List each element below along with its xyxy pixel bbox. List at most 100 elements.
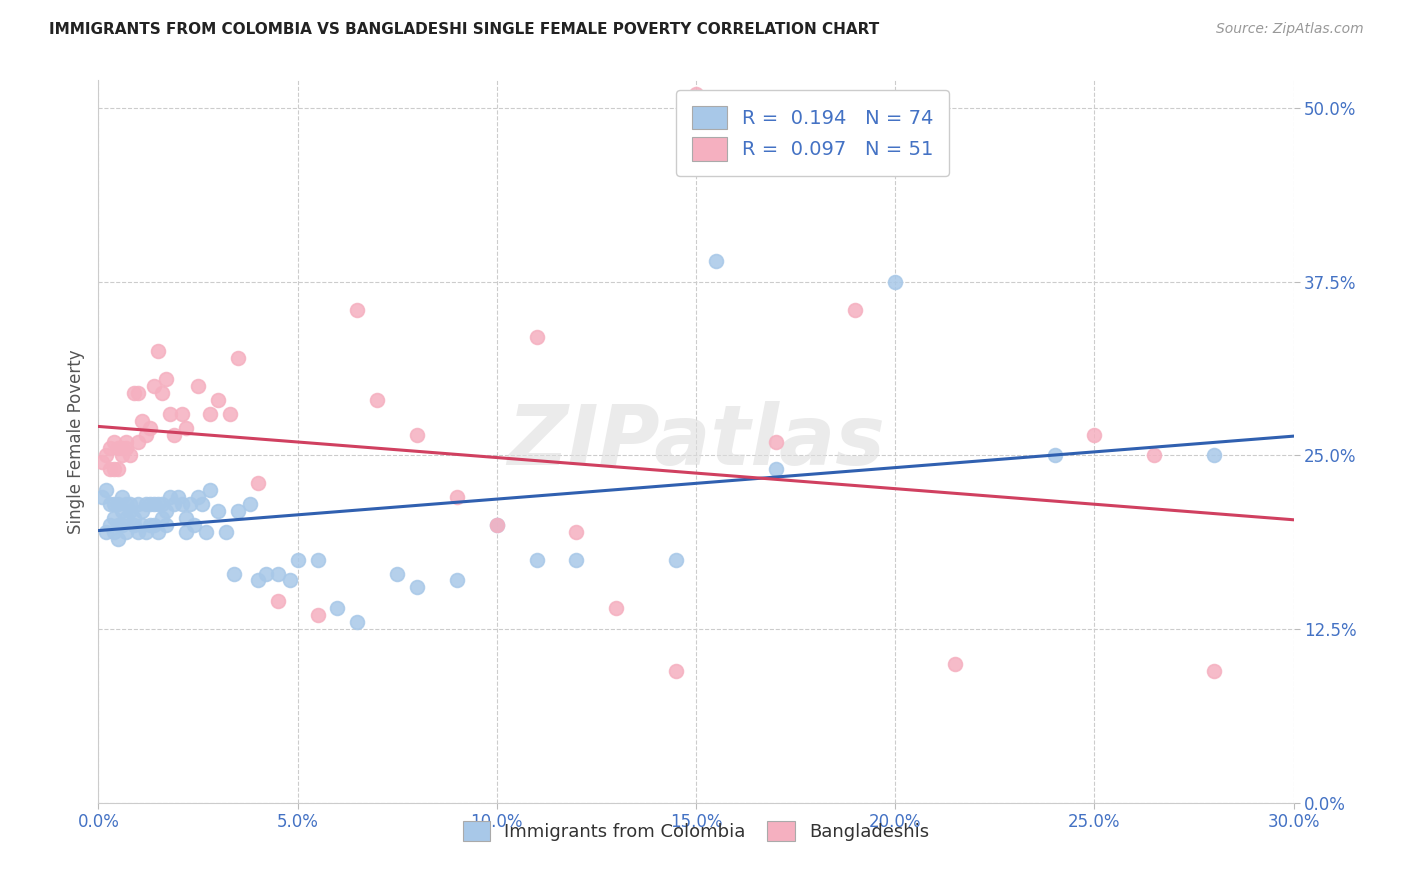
Point [148, 524, 170, 539]
Point [96, 483, 118, 498]
Point [120, 504, 142, 518]
Point [103, 434, 125, 449]
Point [131, 504, 153, 518]
Point [215, 524, 238, 539]
Point [127, 524, 149, 539]
Point [159, 490, 181, 504]
Point [219, 407, 242, 421]
Point [346, 615, 368, 630]
Point [565, 524, 588, 539]
Point [124, 385, 146, 400]
Point [120, 449, 142, 463]
Point [346, 302, 368, 317]
Point [131, 414, 153, 428]
Point [565, 552, 588, 566]
Point [131, 517, 153, 532]
Point [150, 511, 173, 525]
Point [187, 379, 209, 393]
Point [406, 427, 429, 442]
Point [127, 385, 149, 400]
Point [207, 504, 229, 518]
Point [103, 511, 125, 525]
Point [155, 504, 177, 518]
Point [366, 392, 388, 407]
Point [665, 664, 688, 678]
Point [111, 490, 134, 504]
Point [704, 253, 727, 268]
Point [267, 594, 290, 608]
Point [526, 552, 548, 566]
Point [172, 407, 194, 421]
Point [107, 517, 129, 532]
Point [226, 504, 249, 518]
Point [187, 490, 209, 504]
Point [120, 497, 142, 511]
Point [98, 442, 122, 456]
Text: Source: ZipAtlas.com: Source: ZipAtlas.com [1216, 22, 1364, 37]
Point [155, 517, 177, 532]
Point [98, 517, 122, 532]
Point [326, 601, 349, 615]
Point [111, 517, 134, 532]
Point [385, 566, 409, 581]
Point [111, 442, 134, 456]
Point [115, 524, 138, 539]
Point [1143, 449, 1166, 463]
Point [222, 566, 245, 581]
Point [143, 517, 166, 532]
Point [207, 392, 229, 407]
Point [163, 497, 186, 511]
Point [103, 524, 125, 539]
Point [884, 275, 907, 289]
Point [107, 497, 129, 511]
Point [267, 566, 290, 581]
Point [278, 574, 301, 588]
Y-axis label: Single Female Poverty: Single Female Poverty [66, 350, 84, 533]
Point [844, 302, 866, 317]
Point [111, 504, 134, 518]
Point [307, 608, 329, 623]
Point [226, 351, 249, 366]
Point [91, 455, 114, 469]
Point [148, 497, 170, 511]
Point [1202, 449, 1225, 463]
Point [127, 434, 149, 449]
Point [115, 497, 138, 511]
Point [107, 462, 129, 476]
Point [605, 601, 627, 615]
Point [198, 483, 221, 498]
Point [148, 344, 170, 359]
Point [115, 511, 138, 525]
Point [526, 330, 548, 344]
Point [135, 524, 157, 539]
Point [159, 407, 181, 421]
Point [195, 524, 218, 539]
Point [174, 420, 197, 434]
Point [103, 497, 125, 511]
Point [246, 476, 269, 491]
Point [287, 552, 309, 566]
Point [446, 490, 468, 504]
Text: ZIPatlas: ZIPatlas [508, 401, 884, 482]
Point [406, 581, 429, 595]
Point [765, 434, 787, 449]
Point [91, 490, 114, 504]
Point [103, 462, 125, 476]
Point [107, 532, 129, 546]
Point [307, 552, 329, 566]
Point [150, 497, 173, 511]
Point [115, 442, 138, 456]
Point [135, 427, 157, 442]
Point [124, 511, 146, 525]
Point [135, 497, 157, 511]
Text: IMMIGRANTS FROM COLOMBIA VS BANGLADESHI SINGLE FEMALE POVERTY CORRELATION CHART: IMMIGRANTS FROM COLOMBIA VS BANGLADESHI … [49, 22, 880, 37]
Point [246, 574, 269, 588]
Point [98, 497, 122, 511]
Point [143, 497, 166, 511]
Point [765, 462, 787, 476]
Point [98, 462, 122, 476]
Point [198, 407, 221, 421]
Point [183, 517, 205, 532]
Point [127, 497, 149, 511]
Point [96, 449, 118, 463]
